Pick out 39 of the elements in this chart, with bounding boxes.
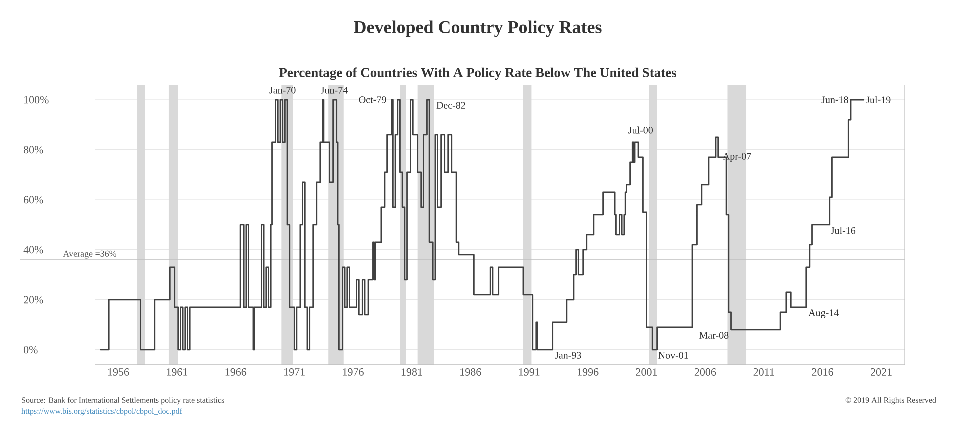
x-tick-label: 2016 <box>812 368 834 376</box>
annotation: Jul-16 <box>831 227 856 234</box>
x-tick-label: 2001 <box>636 368 658 376</box>
annotation: Apr-07 <box>722 153 752 162</box>
text: https://www.bis.org/statistics/cbpol/cbpol_doc.pdf <box>22 408 182 416</box>
x-tick-label: 1991 <box>519 368 540 376</box>
chart-subtitle: Percentage of Countries With A Policy Rate Below The United States <box>279 68 677 80</box>
x-tick-label: 1986 <box>460 368 482 376</box>
x-tick-label: 1961 <box>167 368 188 376</box>
annotation: Dec-82 <box>436 102 466 109</box>
x-tick-label: 1976 <box>343 368 364 376</box>
x-tick-label: 1996 <box>578 368 599 376</box>
chart-title: Developed Country Policy Rates <box>354 20 602 38</box>
x-tick-label: 1966 <box>226 368 247 376</box>
annotation: Jan-70 <box>270 87 296 94</box>
annotation: Nov-01 <box>658 352 688 359</box>
y-tick-label: 40% <box>24 246 44 254</box>
ref-line-label: Average =36% <box>63 250 117 259</box>
text: © 2019 All Rights Reserved <box>846 397 936 405</box>
annotation: Aug-14 <box>808 310 839 318</box>
annotation: Jun-74 <box>321 87 348 94</box>
y-tick-label: 0% <box>24 346 38 354</box>
y-tick-label: 80% <box>24 146 44 154</box>
y-tick-label: 20% <box>24 296 44 304</box>
annotation: Oct-79 <box>359 96 386 104</box>
x-tick-label: 1956 <box>108 368 130 376</box>
annotation: Jul-00 <box>628 126 653 134</box>
x-tick-label: 2011 <box>754 368 774 376</box>
annotation: Jul-19 <box>866 96 891 104</box>
x-tick-label: 2006 <box>694 368 716 376</box>
annotation: Mar-08 <box>700 332 729 339</box>
x-tick-label: 1981 <box>402 368 422 376</box>
annotation: Jun-18 <box>822 96 848 104</box>
y-tick-label: 100% <box>24 96 49 104</box>
annotation: Jan-93 <box>555 352 582 359</box>
x-tick-label: 2021 <box>871 368 892 376</box>
source-note: Source: Bank for International Settlements policy rate statistics <box>22 397 224 405</box>
x-tick-label: 1971 <box>284 368 305 376</box>
y-tick-label: 60% <box>24 196 44 204</box>
